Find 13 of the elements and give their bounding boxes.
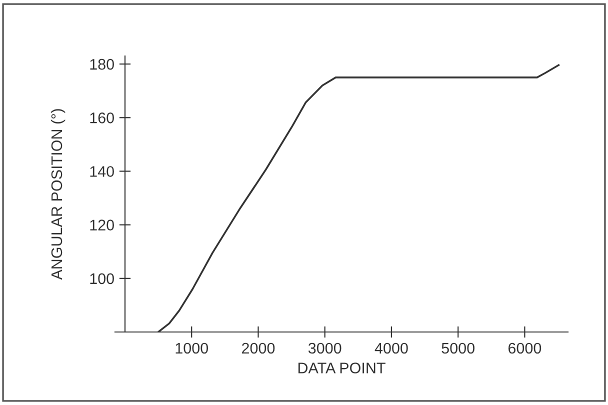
y-tick-label: 180: [90, 58, 114, 70]
x-axis-title: DATA POINT: [298, 362, 386, 374]
y-tick-label: 100: [90, 273, 114, 284]
x-tick-label: 2000: [242, 342, 275, 354]
y-axis-title: ANGULAR POSITION (°): [50, 109, 66, 280]
y-tick-label: 160: [90, 112, 114, 124]
y-tick-label: 140: [90, 166, 114, 177]
x-tick-label: 1000: [176, 342, 208, 354]
x-tick-label: 6000: [508, 342, 542, 354]
x-tick-label: 3000: [308, 342, 342, 354]
x-tick-label: 5000: [442, 342, 474, 354]
x-tick-label: 4000: [374, 342, 408, 354]
y-tick-label: 120: [90, 220, 114, 230]
